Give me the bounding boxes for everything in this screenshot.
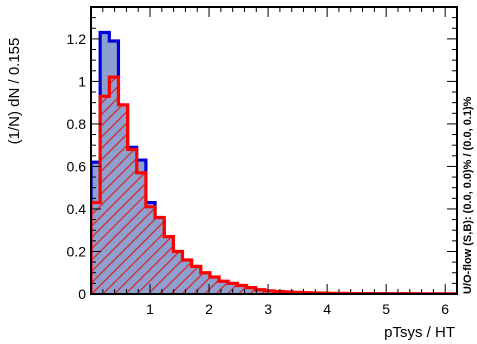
x-tick-label: 4 (323, 301, 331, 317)
bar-b-17 (246, 287, 256, 294)
bar-b-10 (182, 259, 192, 294)
bar-b-0 (91, 202, 101, 294)
bar-b-13 (209, 276, 220, 294)
series-b (91, 75, 457, 294)
bar-b-5 (136, 172, 147, 294)
bar-b-11 (191, 266, 202, 294)
bar-b-16 (237, 285, 247, 294)
bar-b-18 (255, 289, 266, 294)
bar-b-3 (118, 104, 128, 294)
x-tick-label: 3 (264, 301, 272, 317)
x-tick-label: 5 (382, 301, 390, 317)
bar-b-2 (109, 77, 119, 294)
bar-b-15 (228, 283, 238, 294)
y-tick-label: 1.2 (67, 31, 87, 47)
x-axis-title: pTsys / HT (384, 324, 455, 341)
y-tick-label: 1 (78, 73, 86, 89)
y-axis-title: (1/N) dN / 0.155 (6, 38, 23, 145)
y-tick-label: 0.6 (67, 158, 87, 174)
bar-b-8 (164, 236, 174, 294)
x-tick-label: 2 (205, 301, 213, 317)
y-tick-label: 0.4 (67, 201, 87, 217)
bar-b-14 (219, 281, 229, 294)
y-tick-label: 0 (78, 286, 86, 302)
bar-b-12 (200, 272, 211, 294)
y-tick-label: 0.2 (67, 243, 87, 259)
bar-b-9 (173, 251, 183, 294)
x-tick-label: 6 (441, 301, 449, 317)
bar-b-1 (100, 96, 110, 294)
bar-b-4 (127, 149, 138, 294)
series-layer (91, 30, 457, 294)
bar-b-7 (155, 217, 165, 294)
overflow-note: U/O-flow (S,B): (0.0, 0.0)% / (0.0, 0.1)… (462, 96, 474, 294)
bar-b-6 (145, 206, 156, 294)
y-tick-label: 0.8 (67, 116, 87, 132)
x-tick-label: 1 (146, 301, 154, 317)
plot-frame (90, 6, 458, 295)
